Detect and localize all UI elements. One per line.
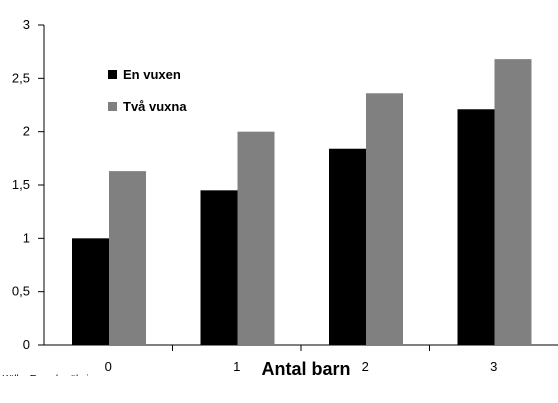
y-tick-label: 0,5 <box>12 284 30 299</box>
bar-en-vuxen-0 <box>72 238 109 345</box>
legend-swatch <box>108 102 117 111</box>
legend: En vuxen Två vuxna <box>108 67 187 114</box>
x-tick-label: 1 <box>233 359 240 374</box>
bar-en-vuxen-3 <box>457 109 495 346</box>
y-tick-label: 1,5 <box>12 177 30 192</box>
y-axis-ticks: 0 0,5 1 1,5 2 2,5 3 <box>12 17 44 352</box>
bar-tv-vuxna-0 <box>109 171 146 345</box>
y-tick-label: 3 <box>23 17 30 32</box>
x-tick-label: 0 <box>105 359 112 374</box>
legend-label: En vuxen <box>123 67 181 82</box>
x-axis-title: Antal barn <box>261 359 350 379</box>
y-tick-label: 2,5 <box>12 70 30 85</box>
x-tick-label: 2 <box>362 359 369 374</box>
x-tick-label: 3 <box>490 359 497 374</box>
x-axis-ticks: 0 1 2 3 <box>105 345 497 374</box>
legend-swatch <box>108 70 117 79</box>
y-tick-label: 0 <box>23 337 30 352</box>
bar-en-vuxen-2 <box>329 148 366 345</box>
y-tick-label: 2 <box>23 124 30 139</box>
bar-en-vuxen-1 <box>200 190 238 345</box>
bar-tv-vuxna-1 <box>237 131 275 345</box>
source-note: Källa: Egna beräkningar <box>2 374 109 385</box>
legend-label: Två vuxna <box>123 99 187 114</box>
y-tick-label: 1 <box>23 230 30 245</box>
bar-tv-vuxna-2 <box>366 93 403 346</box>
bar-tv-vuxna-3 <box>494 59 532 346</box>
bars <box>72 59 532 346</box>
